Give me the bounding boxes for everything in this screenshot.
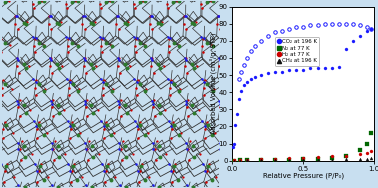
X-axis label: Relative Pressure (P/P₀): Relative Pressure (P/P₀) — [263, 173, 344, 180]
Y-axis label: Adsorbed Volume (cm³/g, STP): Adsorbed Volume (cm³/g, STP) — [210, 33, 217, 134]
Legend: CO₂ at 196 K, N₂ at 77 K, H₂ at 77 K, CH₄ at 196 K: CO₂ at 196 K, N₂ at 77 K, H₂ at 77 K, CH… — [275, 37, 319, 66]
